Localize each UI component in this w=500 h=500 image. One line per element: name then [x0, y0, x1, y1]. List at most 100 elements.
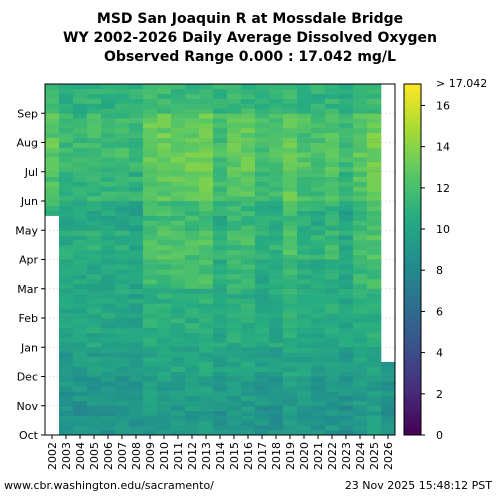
heatmap-cell — [283, 283, 298, 290]
heatmap-cell — [283, 103, 298, 109]
heatmap-cell — [199, 220, 214, 226]
heatmap-cell — [325, 342, 340, 348]
heatmap-cell — [143, 176, 158, 182]
heatmap-cell — [241, 176, 256, 182]
heatmap-cell — [311, 181, 326, 187]
heatmap-cell — [213, 279, 228, 285]
heatmap-cell — [283, 410, 298, 416]
heatmap-cell — [311, 327, 326, 333]
heatmap-cell — [227, 201, 242, 207]
heatmap-cell — [101, 88, 116, 95]
heatmap-cell — [115, 430, 130, 436]
heatmap-cell — [339, 108, 354, 114]
heatmap-cell — [185, 205, 200, 212]
heatmap-cell — [73, 361, 88, 368]
heatmap-cell — [45, 103, 60, 109]
heatmap-cell — [73, 132, 88, 138]
heatmap-cell — [171, 176, 186, 182]
heatmap-cell — [59, 235, 74, 241]
x-tick-label-2018: 2018 — [270, 442, 283, 470]
heatmap-cell — [157, 279, 172, 285]
heatmap-cell — [129, 279, 144, 285]
heatmap-cell — [87, 347, 102, 353]
heatmap-cell — [227, 259, 242, 265]
heatmap-cell — [367, 186, 382, 192]
colorbar-gradient — [403, 83, 422, 436]
heatmap-cell — [171, 342, 186, 348]
heatmap-cell — [199, 230, 214, 236]
heatmap-cell — [101, 186, 116, 192]
heatmap-cell — [157, 405, 172, 411]
heatmap-cell — [353, 269, 368, 275]
heatmap-cell — [227, 293, 242, 299]
heatmap-cell — [129, 313, 144, 319]
heatmap-cell — [339, 308, 354, 314]
heatmap-cell — [143, 196, 158, 202]
heatmap-cell — [213, 186, 228, 192]
heatmap-cell — [101, 176, 116, 182]
heatmap-cell — [339, 342, 354, 348]
heatmap-cell — [87, 318, 102, 324]
heatmap-cell — [241, 137, 256, 143]
heatmap-cell — [157, 293, 172, 299]
x-tick-label-2012: 2012 — [186, 442, 199, 470]
x-tick-label-2024: 2024 — [354, 442, 367, 470]
x-tick-label-2023: 2023 — [340, 442, 353, 470]
heatmap-cell — [353, 322, 368, 329]
heatmap-cell — [367, 225, 382, 231]
heatmap-cell — [325, 274, 340, 280]
heatmap-cell — [213, 162, 228, 168]
heatmap-cell — [101, 162, 116, 168]
heatmap-cell — [213, 205, 228, 212]
heatmap-cell — [59, 152, 74, 158]
heatmap-cell — [171, 308, 186, 314]
heatmap-cell — [269, 303, 284, 309]
heatmap-cell — [157, 308, 172, 314]
heatmap-cell — [353, 132, 368, 138]
heatmap-cell — [73, 425, 88, 431]
y-tick-label-nov: Nov — [17, 400, 39, 413]
heatmap-cell — [213, 132, 228, 138]
heatmap-cell — [339, 279, 354, 285]
heatmap-cell — [255, 357, 270, 363]
heatmap-cell — [269, 283, 284, 290]
heatmap-cell — [87, 361, 102, 368]
heatmap-cell — [367, 366, 382, 372]
heatmap-cell — [171, 142, 186, 148]
heatmap-cell — [283, 254, 298, 260]
heatmap-cell — [87, 98, 102, 104]
heatmap-cell — [241, 327, 256, 333]
heatmap-cell — [325, 249, 340, 255]
heatmap-cell — [129, 196, 144, 202]
heatmap-cell — [157, 186, 172, 192]
heatmap-cell — [87, 88, 102, 95]
heatmap-cell — [87, 196, 102, 202]
heatmap-cell — [367, 127, 382, 134]
heatmap-cell — [213, 249, 228, 255]
heatmap-cell — [269, 386, 284, 392]
heatmap-cell — [115, 269, 130, 275]
heatmap-cell — [115, 420, 130, 426]
heatmap-cell — [311, 244, 326, 251]
heatmap-cell — [73, 415, 88, 421]
heatmap-cell — [283, 366, 298, 372]
heatmap-cell — [115, 171, 130, 177]
heatmap-cell — [325, 152, 340, 158]
heatmap-cell — [87, 308, 102, 314]
heatmap-cell — [283, 298, 298, 304]
heatmap-cell — [185, 269, 200, 275]
heatmap-cell — [339, 191, 354, 197]
heatmap-cell — [59, 225, 74, 231]
heatmap-cell — [255, 361, 270, 368]
heatmap-cell — [115, 93, 130, 99]
heatmap-cell — [199, 318, 214, 324]
heatmap-cell — [325, 127, 340, 134]
heatmap-cell — [101, 298, 116, 304]
footer-timestamp: 23 Nov 2025 15:48:12 PST — [344, 479, 492, 492]
heatmap-cell — [129, 98, 144, 104]
heatmap-cell — [115, 191, 130, 197]
heatmap-cell — [185, 220, 200, 226]
heatmap-cell — [87, 371, 102, 377]
heatmap-cell — [101, 347, 116, 353]
colorbar-tick-label: 0 — [436, 429, 443, 442]
